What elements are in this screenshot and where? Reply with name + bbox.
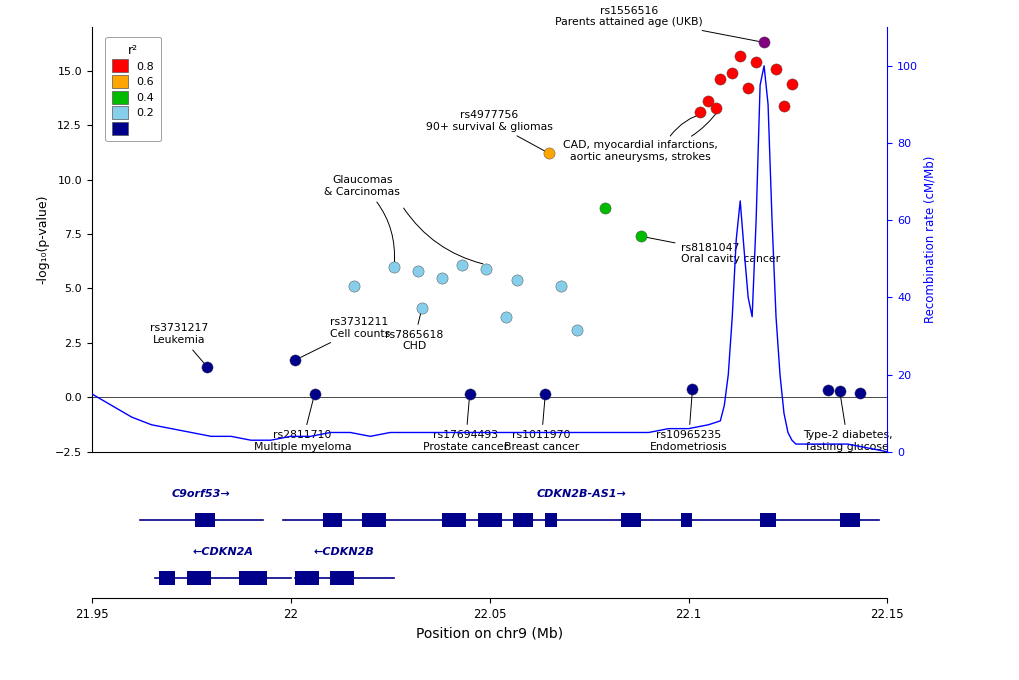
Point xyxy=(747,56,763,67)
Point xyxy=(286,355,303,366)
Bar xyxy=(513,513,533,526)
Bar xyxy=(195,513,215,526)
Point xyxy=(684,384,700,394)
Point xyxy=(569,324,585,335)
Y-axis label: -log₁₀(p-value): -log₁₀(p-value) xyxy=(37,194,49,284)
Bar xyxy=(759,513,775,526)
Text: C9orf53→: C9orf53→ xyxy=(171,489,230,499)
Text: ←CDKN2A: ←CDKN2A xyxy=(193,547,254,557)
Point xyxy=(723,67,740,78)
Text: rs8181047
Oral cavity cancer: rs8181047 Oral cavity cancer xyxy=(643,237,779,265)
Point xyxy=(462,389,478,400)
Point xyxy=(632,231,648,241)
Bar xyxy=(680,513,692,526)
Point xyxy=(541,148,557,159)
Text: rs1011970
Breast cancer: rs1011970 Breast cancer xyxy=(503,397,579,452)
Point xyxy=(596,203,612,214)
Point xyxy=(497,311,514,322)
Bar xyxy=(545,513,556,526)
Point xyxy=(851,388,867,398)
Bar xyxy=(441,513,466,526)
Bar xyxy=(187,571,211,585)
Point xyxy=(783,78,799,89)
Text: Type-2 diabetes,
fasting glucose: Type-2 diabetes, fasting glucose xyxy=(802,394,892,452)
Point xyxy=(700,96,716,107)
Bar xyxy=(159,571,175,585)
Point xyxy=(508,274,525,285)
Point xyxy=(755,37,771,48)
Bar xyxy=(839,513,859,526)
Point xyxy=(199,362,215,373)
Legend: 0.8, 0.6, 0.4, 0.2, : 0.8, 0.6, 0.4, 0.2, xyxy=(105,37,161,141)
Point xyxy=(767,63,784,74)
Bar xyxy=(238,571,267,585)
Point xyxy=(775,100,792,111)
Bar xyxy=(621,513,640,526)
Text: CDKN2B-AS1→: CDKN2B-AS1→ xyxy=(536,489,626,499)
Point xyxy=(385,261,401,272)
Text: rs1556516
Parents attained age (UKB): rs1556516 Parents attained age (UKB) xyxy=(554,5,760,42)
Point xyxy=(552,281,569,292)
Text: CAD, myocardial infarctions,
aortic aneurysms, strokes: CAD, myocardial infarctions, aortic aneu… xyxy=(562,110,718,162)
Point xyxy=(477,263,493,274)
Text: Glaucomas
& Carcinomas: Glaucomas & Carcinomas xyxy=(324,175,399,264)
Text: rs3731211
Cell counts: rs3731211 Cell counts xyxy=(297,317,390,359)
Bar xyxy=(362,513,386,526)
Point xyxy=(819,384,836,395)
Bar xyxy=(294,571,318,585)
Bar xyxy=(322,513,342,526)
Point xyxy=(692,107,708,118)
Point xyxy=(537,389,553,400)
X-axis label: Position on chr9 (Mb): Position on chr9 (Mb) xyxy=(416,627,562,641)
Point xyxy=(345,281,362,292)
Text: rs4977756
90+ survival & gliomas: rs4977756 90+ survival & gliomas xyxy=(426,110,552,152)
Text: rs3731217
Leukemia: rs3731217 Leukemia xyxy=(150,324,208,364)
Text: rs10965235
Endometriosis: rs10965235 Endometriosis xyxy=(649,392,727,452)
Bar xyxy=(330,571,354,585)
Text: ←CDKN2B: ←CDKN2B xyxy=(314,547,374,557)
Point xyxy=(732,50,748,61)
Text: rs7865618
CHD: rs7865618 CHD xyxy=(384,311,442,352)
Point xyxy=(711,74,728,85)
Point xyxy=(830,386,847,396)
Point xyxy=(739,83,755,94)
Point xyxy=(306,389,322,400)
Text: rs17694493
Prostate cancer: rs17694493 Prostate cancer xyxy=(423,397,507,452)
Point xyxy=(453,259,470,270)
Point xyxy=(433,272,449,283)
Y-axis label: Recombination rate (cM/Mb): Recombination rate (cM/Mb) xyxy=(923,156,935,323)
Text: rs2811710
Multiple myeloma: rs2811710 Multiple myeloma xyxy=(254,396,352,452)
Point xyxy=(410,266,426,277)
Bar xyxy=(477,513,501,526)
Point xyxy=(707,102,723,113)
Point xyxy=(414,303,430,313)
